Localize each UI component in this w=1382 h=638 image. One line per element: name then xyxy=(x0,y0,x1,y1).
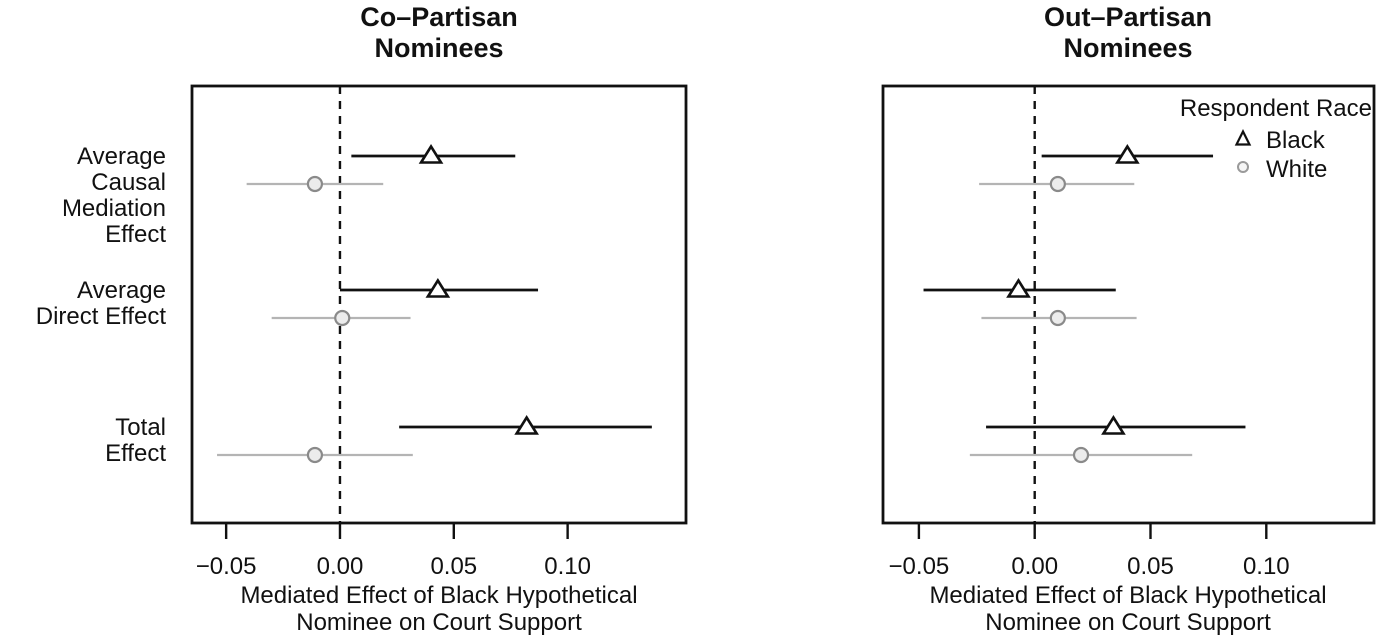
category-line: Direct Effect xyxy=(35,303,166,330)
x-tick-label: 0.05 xyxy=(430,553,477,580)
plot-frame xyxy=(190,84,688,525)
x-tick-label: 0.00 xyxy=(1011,553,1058,580)
left-panel-title: Co–Partisan Nominees xyxy=(289,2,589,64)
legend-item-white: White xyxy=(1232,156,1328,183)
left-x-axis-label: Mediated Effect of Black Hypothetical No… xyxy=(239,582,639,636)
right-x-axis-label: Mediated Effect of Black Hypothetical No… xyxy=(928,582,1328,636)
title-line: Nominees xyxy=(1063,33,1193,63)
white-estimate-marker xyxy=(1072,446,1090,464)
legend-item-black: Black xyxy=(1232,127,1325,154)
title-line: Nominees xyxy=(374,33,504,63)
x-tick-label: 0.10 xyxy=(1243,553,1290,580)
title-line: Out–Partisan xyxy=(1043,2,1213,32)
category-line: Average Causal xyxy=(77,143,166,196)
white-estimate-marker xyxy=(306,446,324,464)
x-tick-label: −0.05 xyxy=(196,553,257,580)
white-estimate-marker xyxy=(334,309,351,327)
legend-label: White xyxy=(1266,156,1328,183)
white-estimate-marker xyxy=(1049,175,1066,193)
category-label-ade: Average Direct Effect xyxy=(0,278,166,330)
x-tick-label: 0.05 xyxy=(1127,553,1174,580)
category-label-acme: Average Causal Mediation Effect xyxy=(0,144,166,248)
white-estimate-marker xyxy=(1049,309,1066,327)
category-line: Mediation Effect xyxy=(61,195,166,248)
x-axis-label-line: Mediated Effect of Black Hypothetical xyxy=(240,582,638,609)
x-tick-label: 0.00 xyxy=(317,553,364,580)
x-tick-label: −0.05 xyxy=(889,553,950,580)
category-line: Average xyxy=(77,277,166,304)
title-line: Co–Partisan xyxy=(360,2,518,32)
panel-co-partisan: −0.05 0.00 0.05 0.10 xyxy=(190,84,688,580)
black-estimate-marker xyxy=(418,144,444,164)
black-estimate-marker xyxy=(425,278,451,298)
panel-out-partisan: −0.05 0.00 0.05 0.10 xyxy=(881,84,1376,580)
white-estimate-marker xyxy=(306,175,324,193)
category-line: Effect xyxy=(105,440,166,467)
x-axis-label-line: Mediated Effect of Black Hypothetical xyxy=(929,582,1327,609)
plot-frame xyxy=(881,84,1376,525)
category-label-total: Total Effect xyxy=(0,415,166,467)
black-estimate-marker xyxy=(1006,278,1031,298)
black-estimate-marker xyxy=(514,415,539,435)
category-line: Total xyxy=(115,414,166,441)
legend-label: Black xyxy=(1266,127,1325,154)
x-axis-label-line: Nominee on Court Support xyxy=(296,609,582,636)
right-panel-title: Out–Partisan Nominees xyxy=(978,2,1278,64)
black-estimate-marker xyxy=(1114,144,1140,164)
x-axis-label-line: Nominee on Court Support xyxy=(985,609,1271,636)
x-tick-label: 0.10 xyxy=(544,553,591,580)
black-estimate-marker xyxy=(1101,415,1126,435)
legend-title: Respondent Race xyxy=(1179,95,1372,122)
